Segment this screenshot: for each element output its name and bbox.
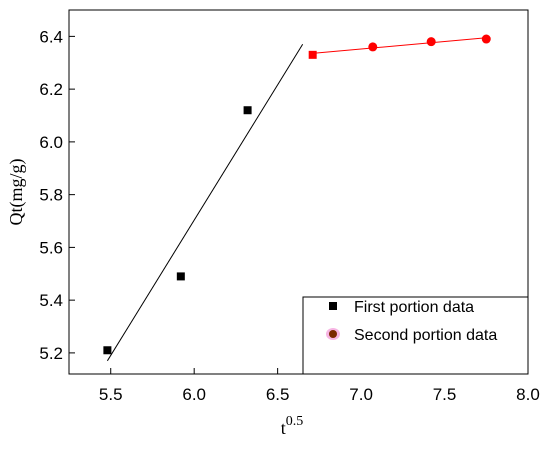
x-axis-label-exponent: 0.5 (286, 414, 304, 429)
x-tick-label: 7.5 (433, 385, 457, 404)
data-point-first (243, 106, 252, 115)
x-axis: 5.5 6.0 6.5 7.0 7.5 8.0 (99, 368, 540, 404)
data-point-second (368, 42, 378, 52)
x-tick-label: 6.5 (266, 385, 290, 404)
x-axis-label-base: t (281, 418, 286, 438)
fit-line-first (106, 44, 304, 362)
y-tick-label: 6.2 (39, 80, 63, 99)
y-tick-label: 5.6 (39, 238, 63, 257)
legend-label-first: First portion data (354, 299, 474, 316)
y-axis-label: Qt(mg/g) (6, 159, 27, 226)
x-tick-label: 6.0 (182, 385, 206, 404)
y-tick-label: 5.2 (39, 344, 63, 363)
data-points (103, 34, 491, 355)
data-point-second (481, 34, 491, 44)
y-tick-label: 5.8 (39, 186, 63, 205)
plot-frame (68, 9, 529, 375)
fit-lines (106, 37, 487, 362)
y-tick-label: 6.4 (39, 27, 63, 46)
x-tick-label: 5.5 (99, 385, 123, 404)
fit-line-second (310, 37, 487, 55)
legend-marker-second (329, 330, 337, 338)
legend: First portion data Second portion data (302, 296, 529, 375)
x-tick-label: 7.0 (349, 385, 373, 404)
legend-marker-first (329, 302, 337, 310)
y-axis: 5.2 5.4 5.6 5.8 6.0 6.2 6.4 (39, 27, 75, 363)
x-axis-label: t0.5 (281, 414, 304, 438)
legend-label-second: Second portion data (354, 327, 497, 344)
x-tick-label: 8.0 (516, 385, 540, 404)
y-tick-label: 6.0 (39, 133, 63, 152)
legend-box (302, 296, 529, 375)
data-point-first (176, 272, 185, 281)
y-tick-label: 5.4 (39, 291, 63, 310)
data-point-first (103, 346, 112, 355)
data-point-second (308, 50, 317, 59)
data-point-second (426, 37, 436, 47)
